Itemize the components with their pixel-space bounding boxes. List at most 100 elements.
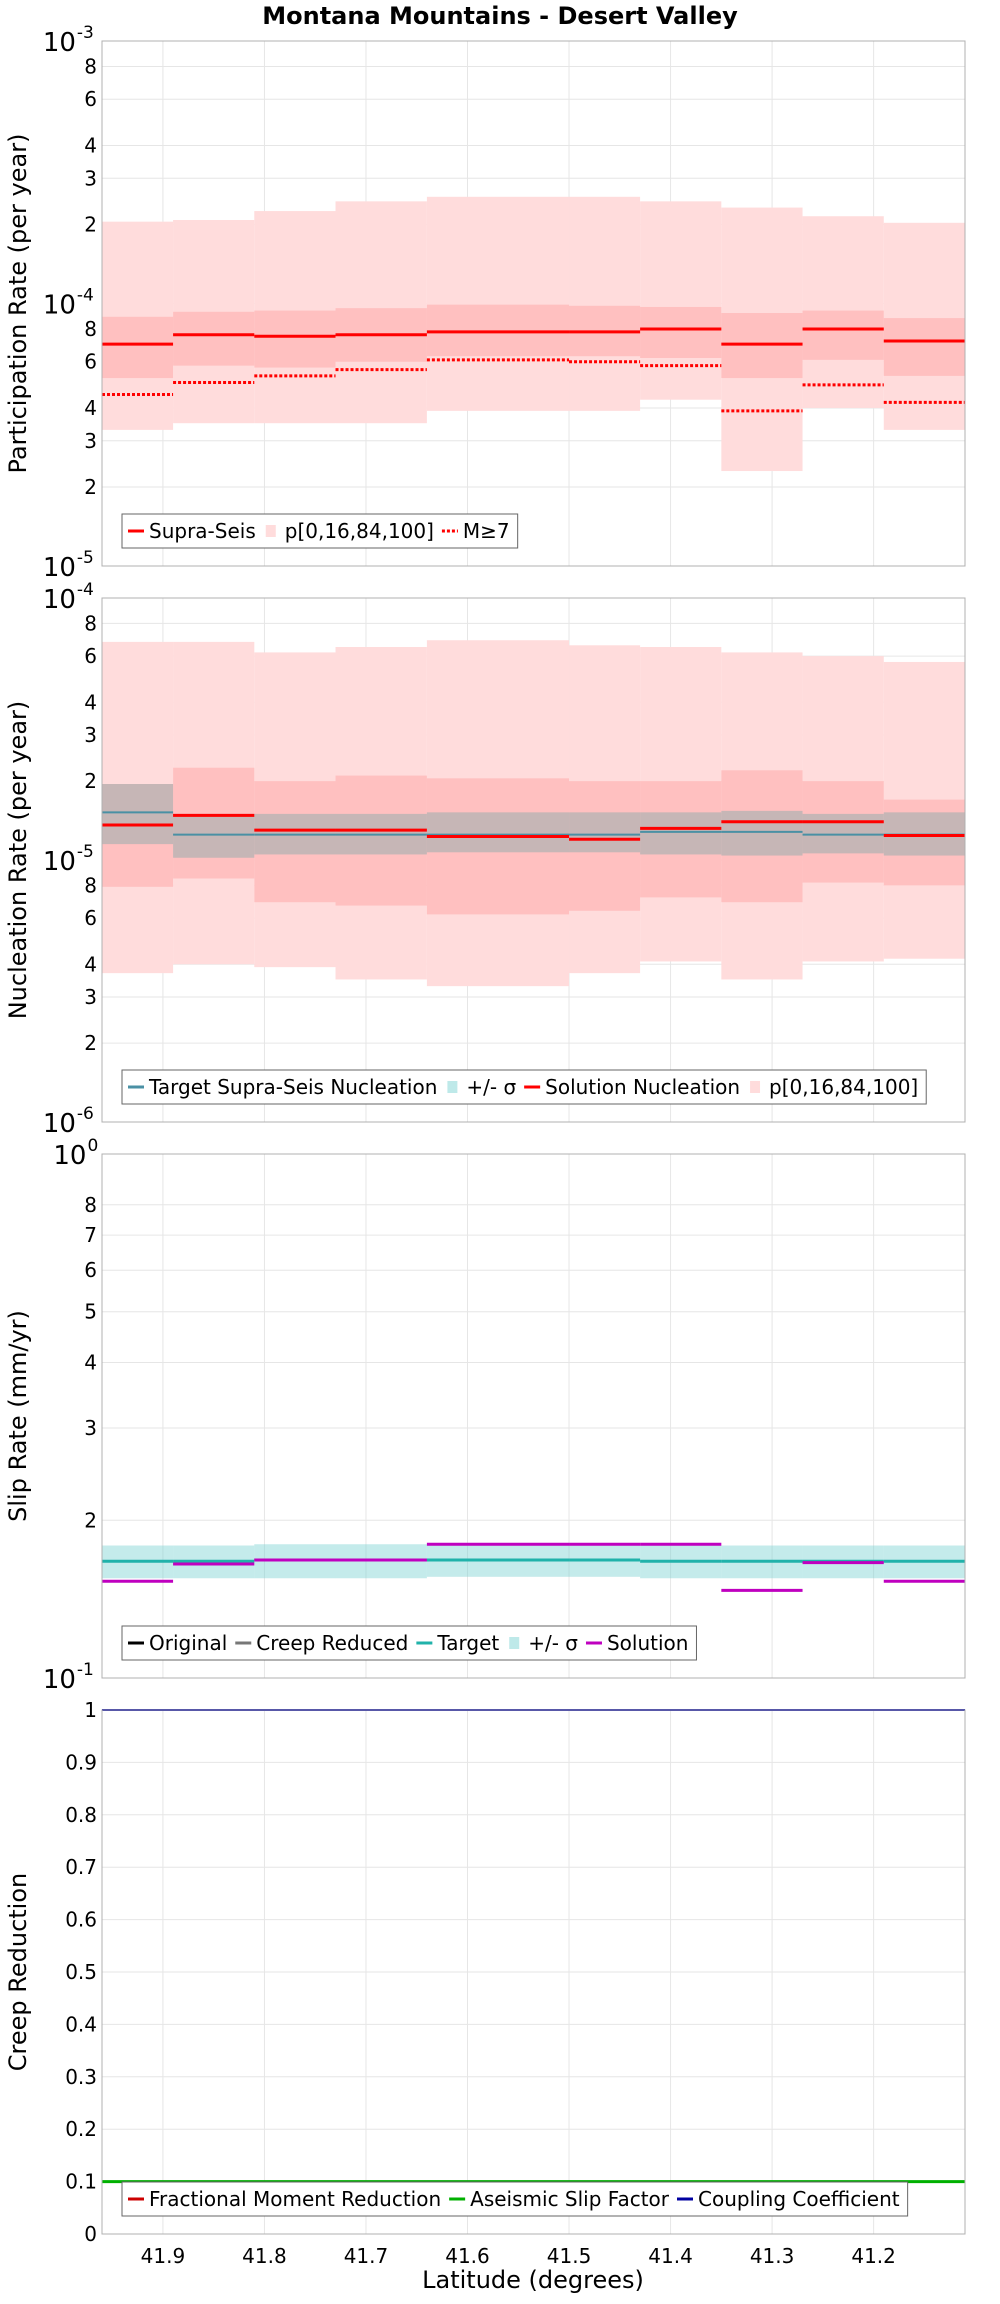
y-tick-label: 3 [84, 723, 97, 747]
y-axis-label: Slip Rate (mm/yr) [4, 1310, 32, 1522]
legend-label: Supra-Seis [149, 519, 256, 543]
sigma-band [102, 784, 174, 845]
y-tick-label: 0.9 [65, 1750, 97, 1774]
legend: Original Creep Reduced Target +/- σ Solution [121, 1625, 697, 1661]
percentile-band-outer [426, 196, 570, 411]
legend-box [121, 513, 519, 549]
y-tick-label: 8 [84, 873, 97, 897]
y-tick-label: 4 [84, 1351, 97, 1375]
y-tick-label: 10-5 [43, 548, 94, 583]
x-tick-label: 41.3 [750, 2244, 795, 2268]
x-tick-label: 41.4 [648, 2244, 693, 2268]
legend-label: Target Supra-Seis Nucleation [148, 1075, 437, 1099]
legend-label: +/- σ [528, 1631, 578, 1655]
y-tick-label: 10-4 [43, 286, 94, 321]
y-tick-label: 8 [84, 54, 97, 78]
x-tick-label: 41.2 [851, 2244, 896, 2268]
x-tick-label: 41.9 [141, 2244, 186, 2268]
legend-label: Creep Reduced [256, 1631, 408, 1655]
y-tick-label: 2 [84, 1508, 97, 1532]
legend-box [121, 1069, 927, 1105]
plot-frame [101, 40, 966, 567]
y-tick-label: 6 [84, 644, 97, 668]
y-tick-label: 10-1 [43, 1660, 94, 1695]
y-axis-label: Participation Rate (per year) [4, 134, 32, 474]
plot-frame [101, 597, 966, 1123]
y-tick-label: 0.2 [65, 2117, 97, 2141]
y-axis-label: Creep Reduction [4, 1873, 32, 2071]
y-axis-label: Nucleation Rate (per year) [4, 701, 32, 1020]
legend-label: Solution Nucleation [545, 1075, 740, 1099]
percentile-band-outer [569, 196, 641, 411]
y-tick-label: 3 [84, 429, 97, 453]
legend-label: M≥7 [463, 519, 510, 543]
y-tick-label: 2 [84, 475, 97, 499]
x-tick-label: 41.7 [344, 2244, 389, 2268]
legend-label: Target [436, 1631, 499, 1655]
legend-label: +/- σ [466, 1075, 516, 1099]
sigma-band [426, 812, 570, 853]
x-axis-label: Latitude (degrees) [422, 2266, 644, 2294]
chart-title: Montana Mountains - Desert Valley [262, 2, 738, 30]
y-tick-label: 2 [84, 1031, 97, 1055]
legend: Fractional Moment Reduction Aseismic Slip… [121, 2181, 909, 2217]
y-tick-label: 10-3 [43, 23, 94, 58]
y-tick-label: 4 [84, 133, 97, 157]
y-tick-label: 2 [84, 212, 97, 236]
x-tick-label: 41.6 [445, 2244, 490, 2268]
y-tick-label: 6 [84, 87, 97, 111]
y-tick-label: 2 [84, 769, 97, 793]
legend-box [121, 2181, 909, 2217]
y-tick-label: 0 [84, 2222, 97, 2246]
y-tick-label: 3 [84, 985, 97, 1009]
legend-swatch [509, 1637, 520, 1649]
y-tick-label: 5 [84, 1300, 97, 1324]
y-tick-label: 10-4 [43, 580, 94, 615]
y-tick-label: 0.1 [65, 2170, 97, 2194]
legend: Supra-Seis p[0,16,84,100] M≥7 [121, 513, 519, 549]
sigma-band [721, 810, 803, 856]
y-tick-label: 6 [84, 350, 97, 374]
y-tick-label: 0.5 [65, 1960, 97, 1984]
y-tick-label: 3 [84, 1416, 97, 1440]
legend-label: Coupling Coefficient [698, 2187, 900, 2211]
sigma-band [569, 812, 641, 853]
sigma-band [173, 813, 255, 858]
y-tick-label: 1 [84, 1698, 97, 1722]
legend-swatch [750, 1081, 761, 1093]
percentile-band-inner [173, 311, 255, 366]
y-tick-label: 6 [84, 906, 97, 930]
legend-label: Fractional Moment Reduction [149, 2187, 441, 2211]
percentile-band-inner [102, 316, 174, 379]
legend: Target Supra-Seis Nucleation +/- σ Solutio… [121, 1069, 927, 1105]
y-tick-label: 6 [84, 1258, 97, 1282]
plot-frame [101, 1709, 966, 2235]
percentile-band-inner [254, 310, 336, 368]
legend-label: Original [149, 1631, 227, 1655]
percentile-band-inner [640, 306, 722, 358]
y-tick-label: 0.3 [65, 2065, 97, 2089]
y-tick-label: 8 [84, 1193, 97, 1217]
y-tick-label: 10-6 [43, 1104, 94, 1139]
chart-panel-4: 0 0.1 0.2 0.3 0.4 0.5 0.6 0.7 0.8 0.9 1 Creep Reduc… [4, 1698, 966, 2246]
x-tick-label: 41.8 [242, 2244, 287, 2268]
y-tick-label: 4 [84, 952, 97, 976]
y-tick-label: 4 [84, 396, 97, 420]
y-tick-label: 8 [84, 317, 97, 341]
y-tick-label: 0.8 [65, 1803, 97, 1827]
percentile-band-inner [802, 310, 884, 360]
chart-panel-3: 10-1 2 3 4 5 6 7 8 100 Slip Rate (mm/yr) Original C… [4, 1136, 966, 1695]
y-tick-label: 10-5 [43, 842, 94, 877]
y-tick-label: 100 [53, 1136, 98, 1171]
percentile-band-outer [640, 201, 722, 400]
y-tick-label: 3 [84, 166, 97, 190]
legend-swatch [447, 1081, 458, 1093]
legend-swatch [265, 525, 276, 537]
plot-frame [101, 1153, 966, 1679]
y-tick-label: 8 [84, 611, 97, 635]
legend-label: Solution [607, 1631, 688, 1655]
